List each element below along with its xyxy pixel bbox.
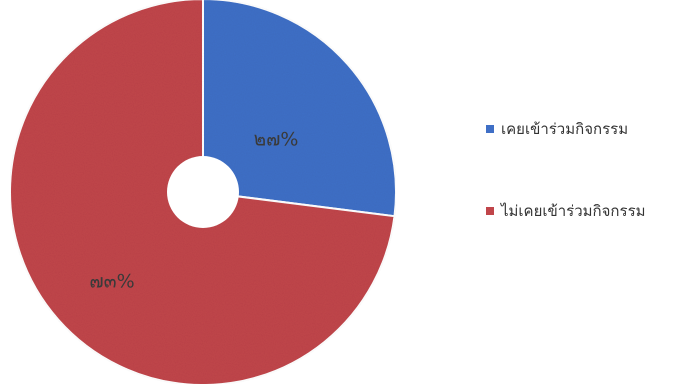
pie-slice-attended xyxy=(202,0,397,218)
legend-item-attended: เคยเข้าร่วมกิจกรรม xyxy=(486,118,646,140)
legend-label-not-attended: ไม่เคยเข้าร่วมกิจกรรม xyxy=(501,202,646,220)
legend-item-not-attended: ไม่เคยเข้าร่วมกิจกรรม xyxy=(486,200,646,222)
donut-hole xyxy=(167,156,239,228)
data-labels-layer: ๒๗% ๗๓% xyxy=(89,129,298,293)
data-label-attended: ๒๗% xyxy=(254,129,299,151)
legend-label-attended: เคยเข้าร่วมกิจกรรม xyxy=(501,120,629,138)
legend-swatch-not-attended xyxy=(486,207,494,215)
legend-swatch-attended xyxy=(486,125,494,133)
data-label-not-attended: ๗๓% xyxy=(89,271,134,293)
legend: เคยเข้าร่วมกิจกรรม ไม่เคยเข้าร่วมกิจกรรม xyxy=(486,118,646,282)
